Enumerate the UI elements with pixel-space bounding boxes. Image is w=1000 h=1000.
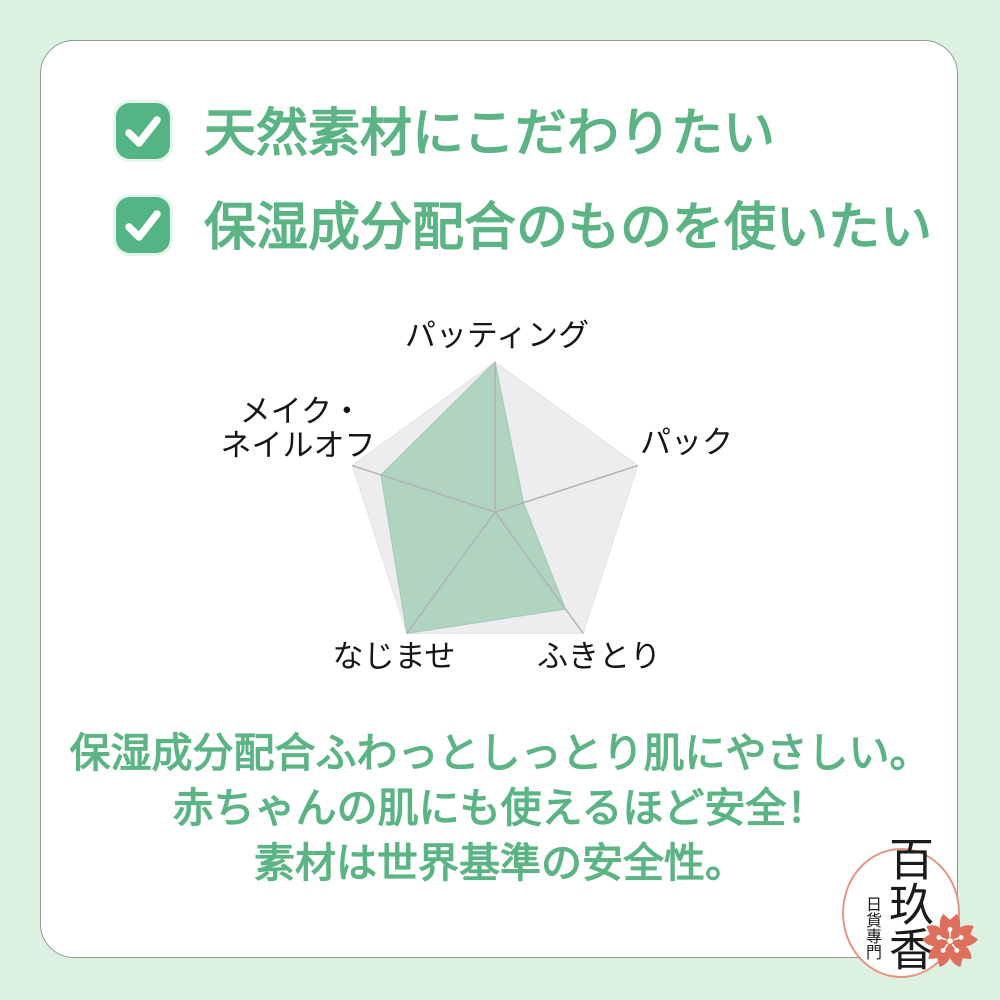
logo-shop-name: 百玖香	[882, 836, 932, 971]
axis-label-wiping: ふきとり	[537, 639, 661, 674]
checklist-item-label: 天然素材にこだわりたい	[204, 105, 775, 163]
summary-line: 赤ちゃんの肌にも使えるほど安全！	[172, 785, 828, 831]
checkmark-icon	[125, 116, 161, 147]
axis-label-patting: パッティング	[404, 318, 590, 353]
axis-label-pack: パック	[640, 425, 733, 460]
axis-label-makeup-nail-off-line1: メイク・	[239, 394, 363, 429]
summary-line: 保湿成分配合ふわっとしっとり肌にやさしい。	[69, 730, 931, 776]
axis-label-makeup-nail-off-line2: ネイルオフ	[220, 428, 376, 463]
checkmark-icon	[125, 210, 161, 241]
checkbox-moisturizing	[116, 197, 170, 253]
logo-shop-subtitle: 日貨專門	[863, 896, 880, 960]
checklist-item-label: 保湿成分配合のものを使いたい	[204, 199, 933, 257]
summary-line: 素材は世界基準の安全性。	[254, 840, 746, 886]
sakura-icon	[922, 913, 978, 967]
summary-paragraph: 保湿成分配合ふわっとしっとり肌にやさしい。 赤ちゃんの肌にも使えるほど安全！ 素…	[40, 726, 960, 891]
checkbox-natural-materials	[116, 103, 170, 159]
axis-label-blending: なじませ	[332, 639, 456, 674]
